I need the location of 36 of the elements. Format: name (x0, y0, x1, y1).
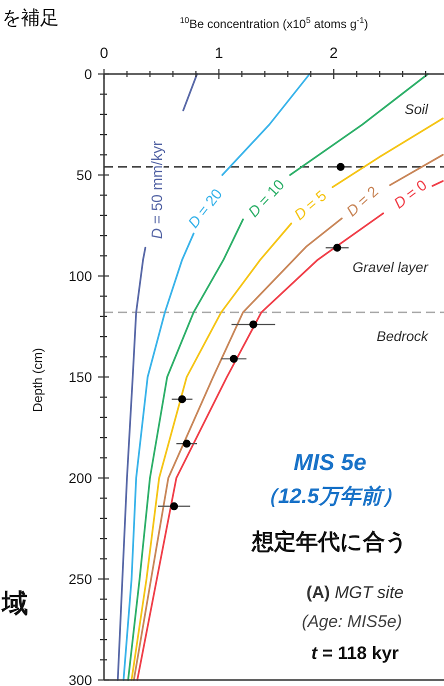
text: D = 10 (245, 176, 288, 221)
annotation: (A) MGT site (306, 583, 404, 602)
text: D = 5 (291, 187, 330, 224)
y-axis-title: Depth (cm) (30, 348, 45, 412)
annotation: t = 118 kyr (311, 643, 399, 663)
text: D = 0 (391, 176, 430, 212)
x-axis-title: $^{10}$Be concentration (x10$^{5}$ atoms g$^{-1}$) (180, 15, 368, 31)
y-tick-label: 250 (68, 571, 92, 587)
annotation: Soil (404, 101, 429, 117)
annotation: (Age: MIS5e) (302, 612, 402, 631)
y-tick-label: 300 (68, 672, 92, 686)
annotation: MIS 5e (294, 449, 367, 475)
annotation: 想定年代に合う (251, 529, 408, 554)
annotation: （12.5万年前） (257, 485, 403, 508)
y-tick-label: 50 (76, 167, 92, 183)
text: D = 2 (343, 183, 382, 220)
point (336, 162, 345, 171)
point (249, 320, 258, 328)
text: を補足 (2, 8, 59, 29)
y-tick-label: 0 (84, 66, 92, 82)
x-tick-label: 2 (330, 45, 338, 62)
y-tick-label: 100 (68, 268, 92, 284)
text: D = 20 (185, 186, 226, 232)
y-tick-label: 200 (68, 470, 92, 486)
point (170, 502, 178, 510)
point (178, 395, 186, 404)
text: D = 50 mm/kyr (148, 141, 166, 239)
x-tick-label: 1 (214, 45, 224, 62)
point (230, 354, 238, 363)
annotation: Bedrock (376, 328, 429, 344)
text: 域 (1, 588, 28, 618)
annotation: Gravel layer (352, 259, 430, 275)
point (182, 440, 191, 448)
x-tick-label: 0 (100, 45, 108, 62)
y-tick-label: 150 (68, 369, 92, 385)
point (333, 244, 342, 252)
